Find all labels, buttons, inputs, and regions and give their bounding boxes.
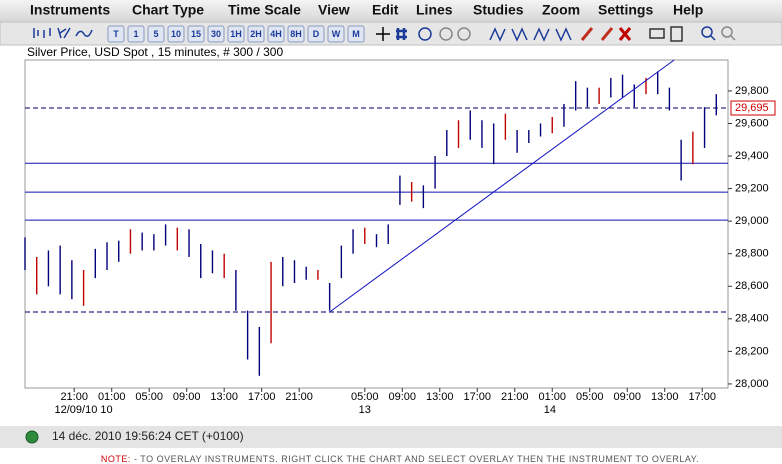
x-tick-label: 05:00 (576, 391, 604, 403)
x-tick-label: 09:00 (389, 391, 417, 403)
x-tick-label: 13:00 (426, 391, 454, 403)
period-button-label[interactable]: 10 (171, 29, 181, 39)
x-tick-label: 05:00 (135, 391, 163, 403)
x-tick-label: 21:00 (60, 391, 88, 403)
period-button-label[interactable]: 4H (270, 29, 282, 39)
y-tick-label: 29,600 (735, 117, 769, 129)
menu-item[interactable]: Edit (372, 2, 399, 18)
note: NOTE: - TO OVERLAY INSTRUMENTS. RIGHT CL… (101, 454, 699, 464)
period-button-label[interactable]: 2H (250, 29, 262, 39)
note-label: NOTE: (101, 454, 131, 464)
x-tick-label: 01:00 (538, 391, 566, 403)
x-tick-label: 13:00 (210, 391, 238, 403)
period-button[interactable] (147, 25, 165, 43)
period-button[interactable] (227, 25, 245, 43)
period-button[interactable] (247, 25, 265, 43)
y-tick-label: 28,800 (735, 248, 769, 260)
x-tick-label: 17:00 (463, 391, 491, 403)
x-tick-label: 17:00 (688, 391, 716, 403)
y-tick-label: 28,600 (735, 280, 769, 292)
period-button-label[interactable]: 1 (133, 29, 138, 39)
period-button[interactable] (127, 25, 145, 43)
toolbar-icons (33, 26, 736, 42)
period-button[interactable] (307, 25, 325, 43)
note-text: - TO OVERLAY INSTRUMENTS. RIGHT CLICK TH… (131, 454, 699, 464)
connection-indicator (25, 430, 39, 444)
period-button-label[interactable]: D (313, 29, 320, 39)
period-button-label[interactable]: 8H (290, 29, 302, 39)
period-button-label[interactable]: 1H (230, 29, 242, 39)
period-button[interactable] (207, 25, 225, 43)
menu-item[interactable]: Help (673, 2, 703, 18)
menu-item[interactable]: Instruments (30, 2, 110, 18)
x-tick-label: 13:00 (651, 391, 679, 403)
period-button[interactable] (327, 25, 345, 43)
y-tick-label: 29,200 (735, 183, 769, 195)
x-tick-label: 21:00 (501, 391, 529, 403)
chart-title: Silver Price, USD Spot , 15 minutes, # 3… (27, 45, 283, 59)
date-label: 12/09/10 10 (55, 404, 113, 416)
menu-item[interactable]: Zoom (542, 2, 580, 18)
period-button-label[interactable]: 5 (153, 29, 158, 39)
menu-item[interactable]: Settings (598, 2, 653, 18)
status-text: 14 déc. 2010 19:56:24 CET (+0100) (52, 429, 244, 443)
period-button[interactable] (287, 25, 305, 43)
menu-item[interactable]: View (318, 2, 350, 18)
status-bar (0, 426, 782, 448)
period-button-label[interactable]: T (113, 29, 119, 39)
price-marker-label: 29,695 (735, 102, 769, 114)
y-tick-label: 28,000 (735, 378, 769, 390)
menu-item[interactable]: Time Scale (228, 2, 301, 18)
x-tick-label: 17:00 (248, 391, 276, 403)
period-button-label[interactable]: W (332, 29, 341, 39)
price-marker (730, 100, 776, 116)
plot-area (24, 59, 729, 389)
menu-item[interactable]: Lines (416, 2, 453, 18)
x-tick-label: 09:00 (173, 391, 201, 403)
period-button-label[interactable]: 30 (211, 29, 221, 39)
menu-bar (0, 0, 782, 22)
period-button-label[interactable]: M (352, 29, 360, 39)
period-button[interactable] (167, 25, 185, 43)
y-tick-label: 28,200 (735, 345, 769, 357)
trend-line (329, 59, 675, 313)
x-tick-label: 01:00 (98, 391, 126, 403)
y-tick-label: 28,400 (735, 313, 769, 325)
x-tick-label: 21:00 (285, 391, 313, 403)
period-button-label[interactable]: 15 (191, 29, 201, 39)
x-tick-label: 05:00 (351, 391, 379, 403)
period-button[interactable] (347, 25, 365, 43)
x-tick-label: 09:00 (613, 391, 641, 403)
y-tick-label: 29,800 (735, 85, 769, 97)
period-button[interactable] (107, 25, 125, 43)
menu-item[interactable]: Studies (473, 2, 524, 18)
menu-item[interactable]: Chart Type (132, 2, 204, 18)
y-tick-label: 29,000 (735, 215, 769, 227)
date-label: 13 (359, 404, 371, 416)
period-button[interactable] (187, 25, 205, 43)
date-label: 14 (544, 404, 556, 416)
period-button[interactable] (267, 25, 285, 43)
y-tick-label: 29,400 (735, 150, 769, 162)
